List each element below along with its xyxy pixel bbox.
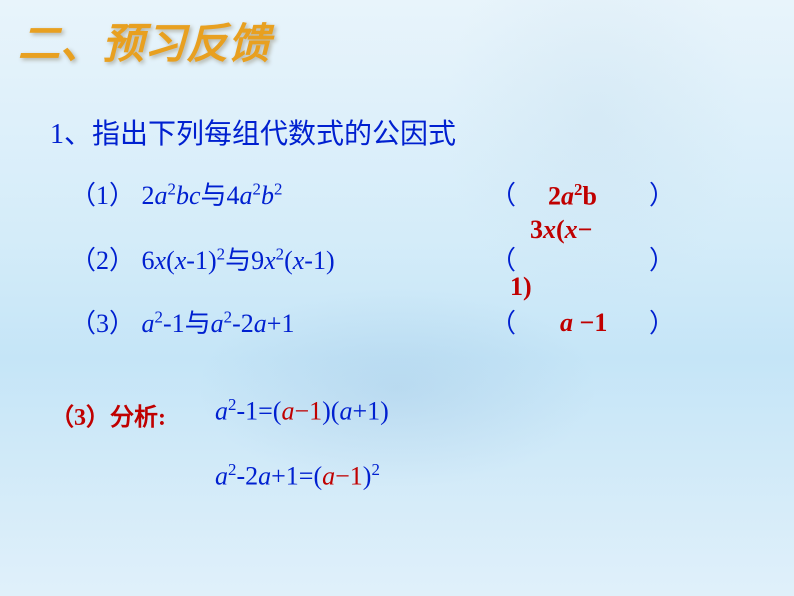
item-3-label: （3） bbox=[70, 309, 135, 338]
item-3: （3） a2-1与a2-2a+1 bbox=[70, 303, 294, 340]
item-1-label: （1） bbox=[70, 181, 135, 210]
analysis-label: （3）分析: bbox=[50, 397, 166, 432]
item-3-expr: a2-1与a2-2a+1 bbox=[142, 309, 295, 338]
item-2-answer-line1: 3x(x− bbox=[530, 215, 593, 245]
item-1-answer: 2a2b bbox=[548, 180, 597, 212]
item-2-answer-line2: 1) bbox=[510, 272, 532, 302]
item-2-expr: 6x(x-1)2与9x2(x-1) bbox=[142, 246, 335, 275]
question-title: 1、指出下列每组代数式的公因式 bbox=[50, 112, 456, 152]
analysis-line-1: a2-1=(a−1)(a+1) bbox=[215, 395, 389, 427]
background-texture bbox=[0, 0, 794, 596]
item-3-answer: a −1 bbox=[560, 308, 607, 338]
item-1: （1） 2a2bc与4a2b2 bbox=[70, 175, 282, 212]
item-2-label: （2） bbox=[70, 246, 135, 275]
analysis-line-2: a2-2a+1=(a−1)2 bbox=[215, 460, 380, 492]
item-2: （2） 6x(x-1)2与9x2(x-1) bbox=[70, 240, 335, 277]
item-1-expr: 2a2bc与4a2b2 bbox=[142, 181, 283, 210]
section-heading: 二、预习反馈 bbox=[18, 10, 270, 71]
